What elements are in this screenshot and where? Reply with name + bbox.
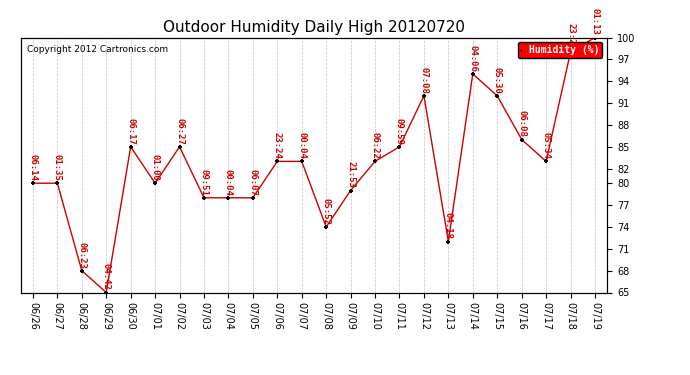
Text: 04:18: 04:18: [444, 213, 453, 239]
Text: 00:04: 00:04: [224, 169, 233, 196]
Text: 04:42: 04:42: [101, 264, 110, 290]
Point: [443, 238, 454, 244]
Point: [467, 71, 478, 77]
Text: 06:27: 06:27: [175, 118, 184, 145]
Text: 00:04: 00:04: [297, 132, 306, 159]
Point: [418, 93, 429, 99]
Point: [370, 158, 381, 164]
Text: 05:30: 05:30: [493, 67, 502, 94]
Text: 04:06: 04:06: [469, 45, 477, 72]
Point: [247, 195, 258, 201]
Title: Outdoor Humidity Daily High 20120720: Outdoor Humidity Daily High 20120720: [163, 20, 465, 35]
Point: [321, 224, 332, 230]
Text: 06:08: 06:08: [518, 111, 526, 137]
Text: 01:35: 01:35: [53, 154, 62, 181]
Point: [150, 180, 161, 186]
Point: [223, 195, 234, 201]
Point: [174, 144, 185, 150]
Point: [492, 93, 503, 99]
Point: [394, 144, 405, 150]
Point: [345, 188, 356, 194]
Point: [199, 195, 210, 201]
Point: [565, 49, 576, 55]
Point: [296, 158, 307, 164]
Point: [28, 180, 39, 186]
Text: 05:52: 05:52: [322, 198, 331, 225]
Point: [540, 158, 551, 164]
Text: 09:59: 09:59: [395, 118, 404, 145]
Text: 06:07: 06:07: [248, 169, 257, 196]
Point: [101, 290, 112, 296]
Text: 01:00: 01:00: [150, 154, 159, 181]
Text: 05:34: 05:34: [542, 132, 551, 159]
Point: [272, 158, 283, 164]
Text: 09:51: 09:51: [199, 169, 208, 196]
Text: 06:22: 06:22: [371, 132, 380, 159]
Text: Copyright 2012 Cartronics.com: Copyright 2012 Cartronics.com: [26, 45, 168, 54]
Point: [52, 180, 63, 186]
Legend: Humidity (%): Humidity (%): [518, 42, 602, 58]
Text: 06:23: 06:23: [77, 242, 86, 268]
Text: 06:17: 06:17: [126, 118, 135, 145]
Point: [516, 136, 527, 142]
Text: 06:14: 06:14: [28, 154, 37, 181]
Point: [589, 34, 600, 40]
Point: [77, 268, 88, 274]
Text: 01:13: 01:13: [591, 9, 600, 35]
Text: 07:08: 07:08: [420, 67, 428, 94]
Point: [125, 144, 136, 150]
Text: 23:24: 23:24: [273, 132, 282, 159]
Text: 23:27: 23:27: [566, 23, 575, 50]
Text: 21:53: 21:53: [346, 162, 355, 188]
